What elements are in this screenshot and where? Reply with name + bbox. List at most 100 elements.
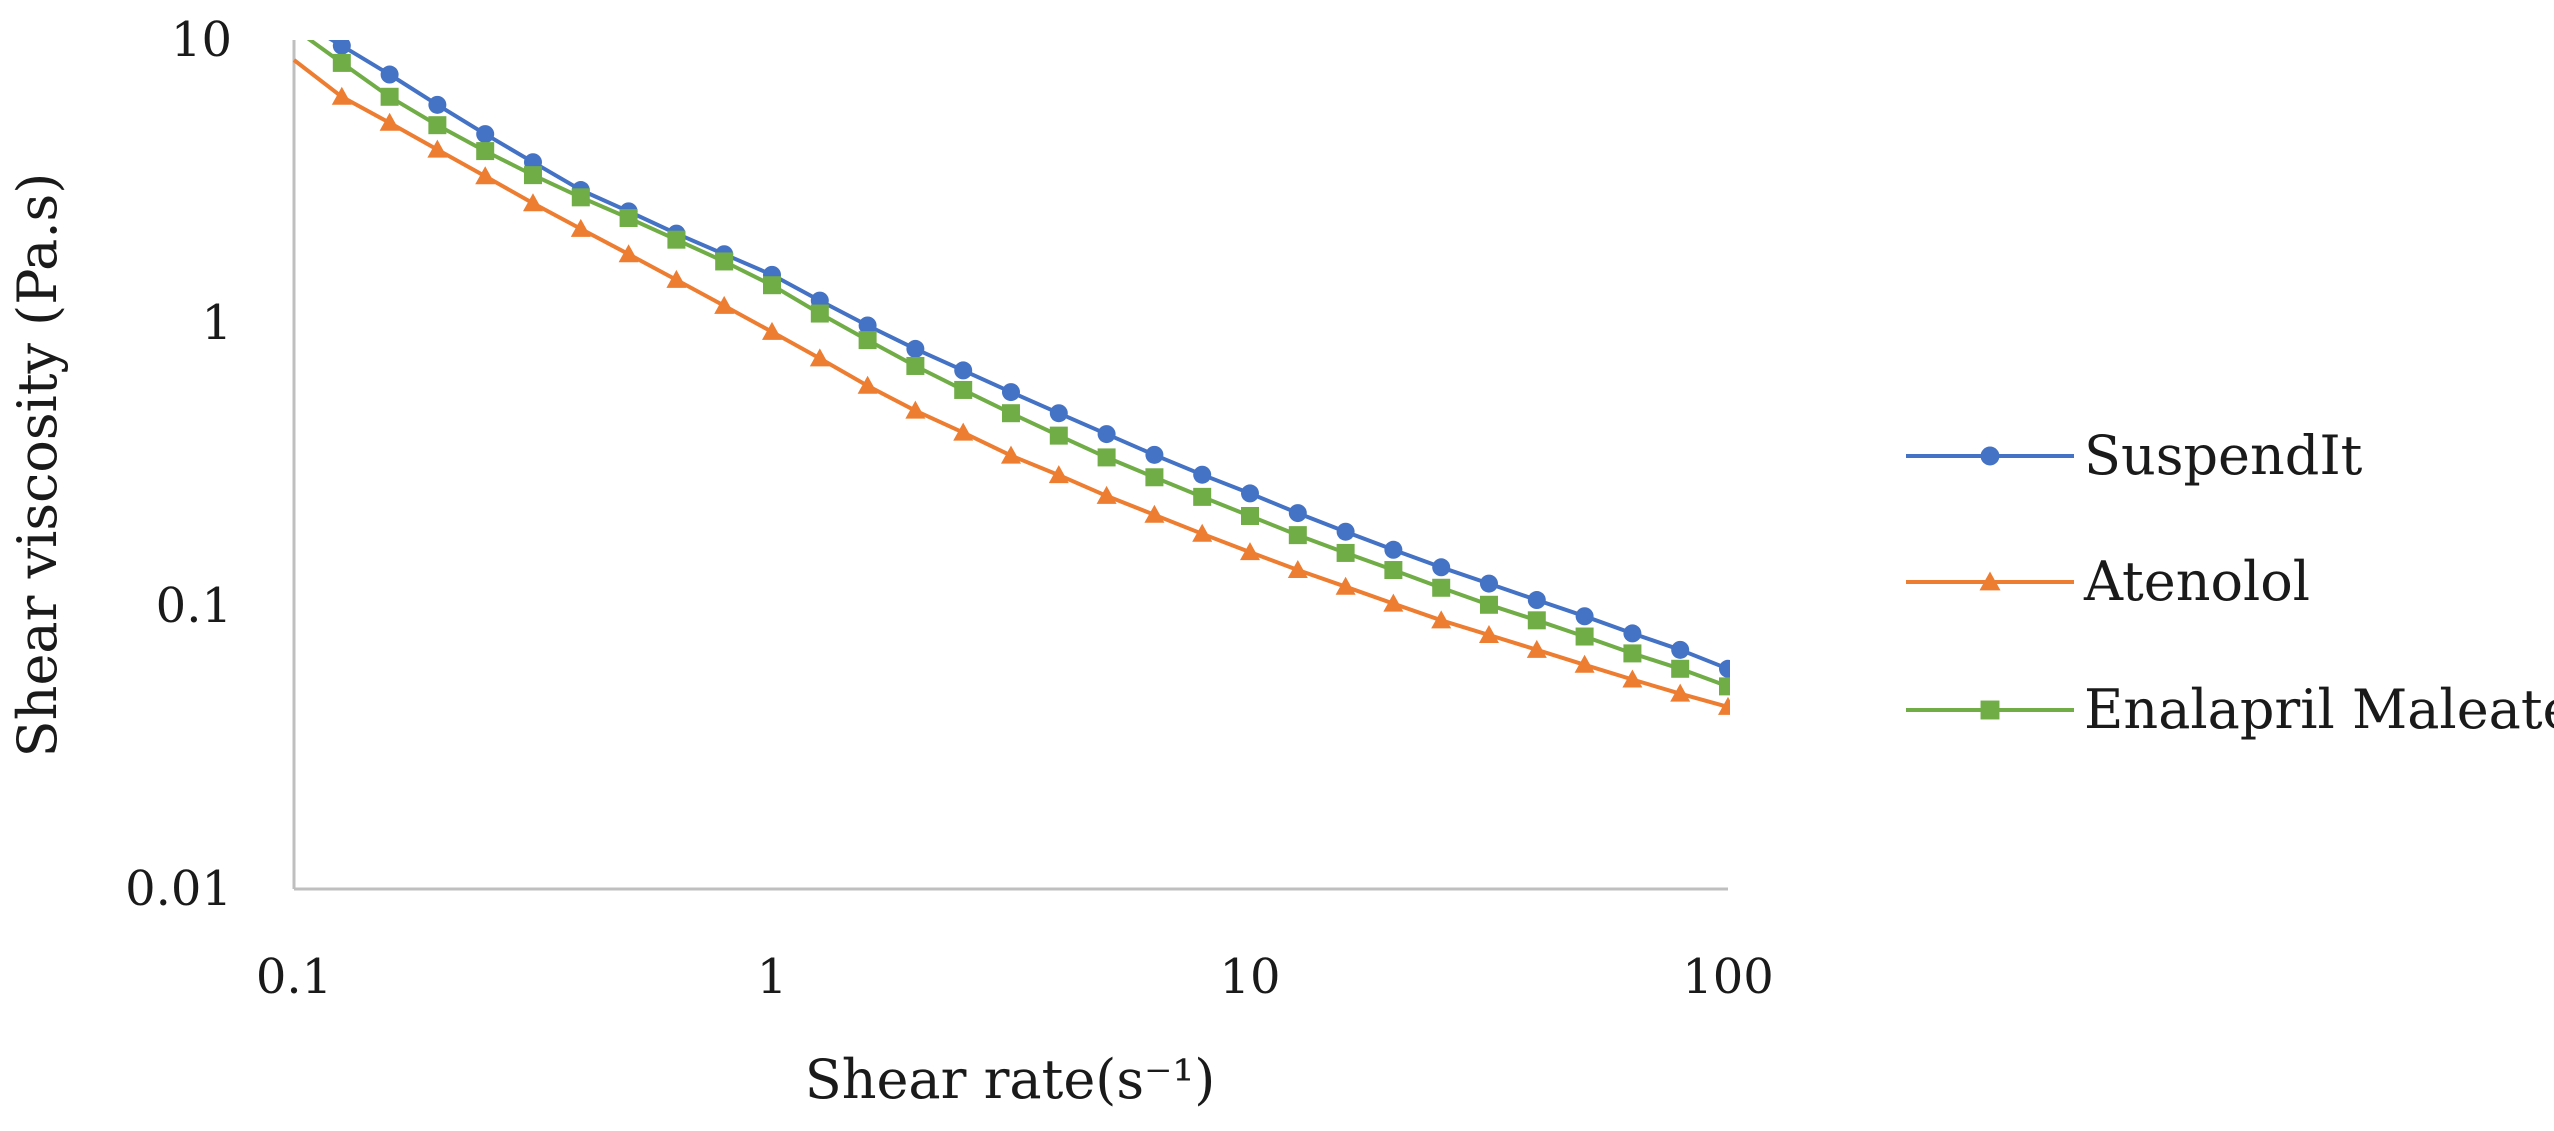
legend-label: SuspendIt bbox=[2084, 424, 2363, 487]
data-point bbox=[475, 166, 496, 185]
data-point bbox=[1719, 659, 1730, 678]
y-tick-label: 0.1 bbox=[156, 578, 232, 634]
legend-label: Atenolol bbox=[2083, 550, 2310, 613]
data-point bbox=[1671, 640, 1690, 659]
data-point bbox=[1432, 558, 1451, 577]
data-point bbox=[570, 218, 591, 237]
data-point bbox=[714, 295, 735, 314]
data-point bbox=[1527, 591, 1546, 610]
data-point bbox=[1240, 542, 1260, 561]
data-point bbox=[1623, 624, 1642, 643]
x-tick-label: 100 bbox=[1682, 949, 1774, 1005]
data-point bbox=[1431, 610, 1452, 629]
data-point bbox=[1145, 468, 1164, 487]
data-point bbox=[571, 188, 590, 207]
data-point bbox=[1144, 504, 1165, 523]
data-point bbox=[667, 230, 686, 249]
data-point bbox=[1479, 574, 1498, 593]
data-point bbox=[1287, 560, 1308, 579]
data-point bbox=[906, 356, 925, 375]
data-point bbox=[1384, 561, 1403, 580]
data-point bbox=[476, 125, 495, 144]
data-point bbox=[1049, 404, 1068, 423]
series-line bbox=[328, 40, 1729, 671]
data-point bbox=[1671, 659, 1690, 678]
series-line bbox=[306, 40, 1729, 689]
data-point bbox=[380, 65, 399, 84]
data-point bbox=[1622, 669, 1643, 688]
data-point bbox=[1192, 523, 1213, 542]
data-point bbox=[619, 208, 638, 227]
legend-label: Enalapril Maleate bbox=[2084, 678, 2554, 741]
x-tick-label: 10 bbox=[1219, 949, 1280, 1005]
data-point bbox=[954, 361, 973, 380]
data-point bbox=[1574, 654, 1595, 673]
data-point bbox=[1335, 576, 1356, 595]
data-point bbox=[1241, 506, 1259, 525]
data-point bbox=[1288, 504, 1307, 523]
data-point bbox=[715, 252, 734, 271]
data-point bbox=[1241, 484, 1259, 503]
y-tick-label: 1 bbox=[201, 295, 232, 351]
data-point bbox=[762, 321, 782, 340]
data-point bbox=[905, 400, 926, 419]
data-point bbox=[1336, 543, 1355, 562]
axes bbox=[292, 40, 1728, 891]
data-point bbox=[953, 422, 974, 441]
x-tick-labels: 0.1 1 10 100 bbox=[256, 949, 1774, 1005]
legend-entry: Atenolol bbox=[1906, 550, 2310, 613]
data-point bbox=[1432, 578, 1451, 597]
data-point bbox=[1623, 644, 1642, 663]
data-point bbox=[476, 142, 495, 161]
data-point bbox=[809, 348, 830, 367]
data-point bbox=[427, 139, 448, 158]
x-tick-label: 1 bbox=[757, 949, 788, 1005]
series-atenolol bbox=[292, 58, 1730, 715]
legend-marker bbox=[1980, 700, 2000, 720]
data-point bbox=[1478, 624, 1499, 643]
data-point bbox=[1145, 445, 1164, 464]
data-point bbox=[428, 95, 447, 114]
data-point bbox=[523, 166, 542, 185]
data-point bbox=[1001, 404, 1020, 423]
data-point bbox=[666, 269, 687, 288]
legend-entry: Enalapril Maleate bbox=[1906, 678, 2554, 741]
data-point bbox=[1718, 696, 1730, 715]
data-point bbox=[954, 380, 973, 399]
series-enalapril-maleate bbox=[306, 40, 1730, 696]
data-point bbox=[331, 86, 352, 105]
data-point bbox=[1575, 607, 1594, 626]
data-point bbox=[1097, 425, 1116, 444]
data-point bbox=[1719, 677, 1730, 696]
legend-marker bbox=[1979, 571, 2001, 591]
y-tick-labels: 0.01 0.1 1 10 bbox=[125, 12, 232, 917]
x-tick-label: 0.1 bbox=[256, 949, 332, 1005]
legend: SuspendIt Atenolol Enalapril Maleate bbox=[1906, 424, 2554, 741]
data-point bbox=[618, 244, 639, 263]
data-point bbox=[906, 339, 925, 358]
data-point bbox=[1001, 383, 1020, 402]
data-point bbox=[1000, 445, 1021, 464]
data-point bbox=[332, 53, 351, 72]
data-point bbox=[1193, 487, 1212, 506]
data-point bbox=[1336, 522, 1355, 541]
data-point bbox=[1479, 595, 1498, 614]
y-tick-label: 0.01 bbox=[125, 861, 232, 917]
x-axis-title: Shear rate(s⁻¹) bbox=[805, 1048, 1216, 1111]
data-point bbox=[763, 276, 781, 295]
data-point bbox=[1288, 526, 1307, 545]
legend-marker bbox=[1980, 446, 2000, 466]
y-axis-title: Shear viscosity (Pa.s) bbox=[6, 173, 69, 758]
data-point bbox=[858, 316, 877, 335]
legend-entry: SuspendIt bbox=[1906, 424, 2363, 487]
data-point bbox=[1097, 448, 1116, 467]
series-layer bbox=[292, 40, 1730, 715]
data-point bbox=[1575, 627, 1594, 646]
data-point bbox=[1670, 683, 1691, 702]
series-suspendit bbox=[328, 40, 1730, 678]
data-point bbox=[1049, 426, 1068, 445]
data-point bbox=[1527, 611, 1546, 630]
data-point bbox=[1383, 593, 1404, 612]
data-point bbox=[1096, 485, 1117, 504]
